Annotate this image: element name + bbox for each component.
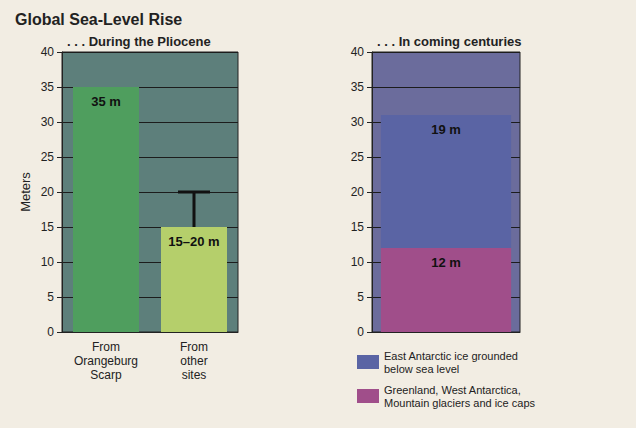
svg-text:25: 25 bbox=[351, 150, 365, 164]
svg-text:25: 25 bbox=[41, 150, 55, 164]
svg-text:15: 15 bbox=[351, 220, 365, 234]
svg-text:15–20 m: 15–20 m bbox=[168, 234, 219, 249]
svg-text:Greenland, West Antarctica,: Greenland, West Antarctica, bbox=[384, 384, 521, 396]
svg-text:0: 0 bbox=[47, 325, 54, 339]
svg-text:19 m: 19 m bbox=[431, 122, 461, 137]
svg-text:From: From bbox=[180, 340, 208, 354]
svg-text:East Antarctic ice grounded: East Antarctic ice grounded bbox=[384, 350, 518, 362]
svg-text:. . . During the Pliocene: . . . During the Pliocene bbox=[67, 34, 211, 49]
svg-text:. . . In coming centuries: . . . In coming centuries bbox=[377, 34, 521, 49]
svg-text:0: 0 bbox=[357, 325, 364, 339]
svg-text:Mountain glaciers and ice caps: Mountain glaciers and ice caps bbox=[384, 397, 536, 409]
svg-text:40: 40 bbox=[351, 45, 365, 59]
svg-text:Meters: Meters bbox=[18, 172, 33, 212]
svg-text:35: 35 bbox=[41, 80, 55, 94]
svg-text:5: 5 bbox=[357, 290, 364, 304]
svg-text:Scarp: Scarp bbox=[90, 368, 122, 382]
svg-text:Global Sea-Level Rise: Global Sea-Level Rise bbox=[15, 11, 182, 28]
svg-text:15: 15 bbox=[41, 220, 55, 234]
svg-text:other: other bbox=[180, 354, 207, 368]
svg-text:Orangeburg: Orangeburg bbox=[74, 354, 138, 368]
svg-text:35: 35 bbox=[351, 80, 365, 94]
svg-text:35 m: 35 m bbox=[91, 94, 121, 109]
svg-text:12 m: 12 m bbox=[431, 255, 461, 270]
svg-text:20: 20 bbox=[41, 185, 55, 199]
svg-text:30: 30 bbox=[351, 115, 365, 129]
svg-text:30: 30 bbox=[41, 115, 55, 129]
svg-text:From: From bbox=[92, 340, 120, 354]
svg-text:5: 5 bbox=[47, 290, 54, 304]
svg-text:sites: sites bbox=[182, 368, 207, 382]
svg-text:40: 40 bbox=[41, 45, 55, 59]
svg-text:10: 10 bbox=[41, 255, 55, 269]
svg-text:10: 10 bbox=[351, 255, 365, 269]
svg-text:below sea level: below sea level bbox=[384, 363, 459, 375]
svg-text:20: 20 bbox=[351, 185, 365, 199]
